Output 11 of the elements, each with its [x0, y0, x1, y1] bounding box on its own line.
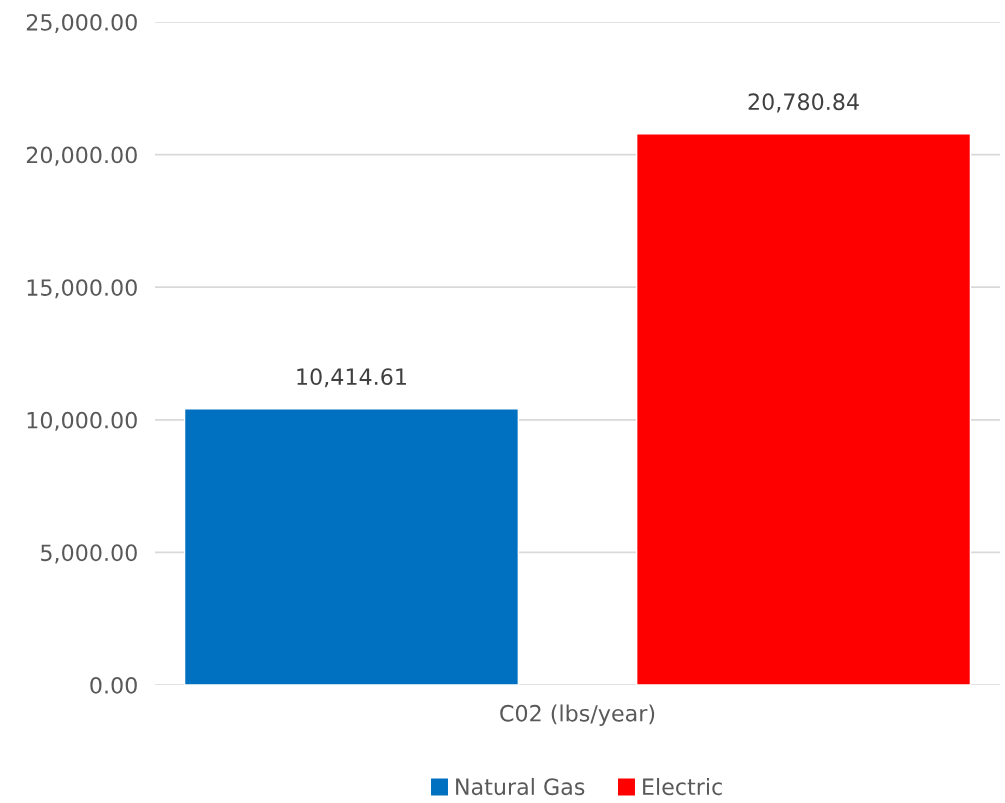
- data-label: 20,780.84: [748, 93, 859, 113]
- legend-label: Electric: [643, 777, 722, 796]
- data-label: 10,414.61: [297, 368, 406, 388]
- legend-label: Natural Gas: [456, 777, 585, 796]
- x-tick-label: C02 (lbs/year): [500, 704, 655, 726]
- y-tick-label: 5,000.00: [41, 544, 137, 564]
- y-tick-label: 15,000.00: [27, 279, 137, 299]
- y-tick-label: 25,000.00: [26, 13, 137, 34]
- y-tick-label: 0.00: [90, 676, 137, 694]
- y-tick-label: 10,000.00: [27, 411, 137, 431]
- y-tick-label: 20,000.00: [26, 146, 137, 166]
